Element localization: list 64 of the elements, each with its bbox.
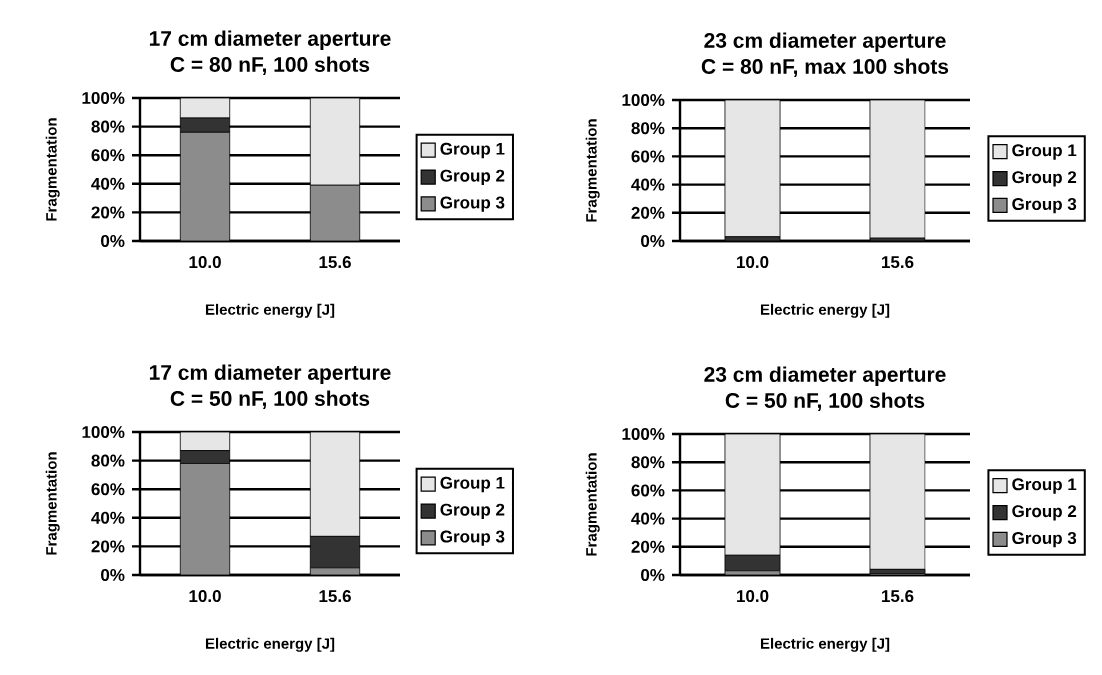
legend-label: Group 1	[440, 476, 505, 493]
y-tick-label: 60%	[91, 149, 125, 162]
x-axis-title: Electric energy [J]	[205, 637, 335, 652]
legend-label: Group 3	[440, 530, 505, 546]
y-tick-label: 100%	[622, 93, 665, 106]
x-axis-title: Electric energy [J]	[205, 303, 335, 318]
bar	[869, 434, 926, 570]
chart-title: 23 cm diameter aperture	[704, 366, 946, 387]
bar	[869, 99, 926, 239]
chart-title: 23 cm diameter aperture	[704, 32, 946, 53]
legend-label: Group 3	[440, 196, 505, 212]
y-axis-title: Fragmentation	[45, 452, 60, 555]
y-tick-label: 40%	[631, 512, 665, 525]
x-tick-label: 15.6	[882, 256, 914, 269]
y-tick-label: 100%	[82, 91, 125, 104]
y-tick-label: 100%	[622, 427, 665, 440]
bar	[724, 434, 781, 556]
x-tick-label: 10.0	[737, 256, 769, 269]
chart-title: 17 cm diameter aperture	[149, 364, 391, 385]
y-tick-label: 60%	[91, 483, 125, 496]
y-tick-label: 80%	[91, 120, 125, 133]
chart-subtitle: C = 50 nF, 100 shots	[725, 392, 925, 411]
legend-label: Group 1	[1012, 144, 1077, 160]
y-tick-label: 100%	[82, 425, 125, 439]
chart-title: 17 cm diameter aperture	[149, 30, 391, 51]
x-tick-label: 10.0	[737, 590, 769, 603]
legend-label: Group 3	[1012, 532, 1077, 548]
y-tick-label: 20%	[631, 540, 665, 553]
y-tick-label: 40%	[631, 178, 665, 191]
y-tick-label: 80%	[91, 454, 125, 467]
y-tick-label: 80%	[631, 456, 665, 469]
y-tick-label: 0%	[641, 568, 665, 582]
chart-subtitle: C = 80 nF, max 100 shots	[701, 58, 949, 77]
y-tick-label: 0%	[641, 234, 665, 247]
y-tick-label: 40%	[91, 511, 125, 524]
x-axis-title: Electric energy [J]	[760, 303, 890, 318]
y-tick-label: 0%	[101, 234, 125, 247]
y-tick-label: 0%	[101, 568, 125, 582]
x-tick-label: 10.0	[189, 590, 221, 603]
y-axis-title: Fragmentation	[585, 453, 600, 556]
legend-label: Group 2	[1012, 171, 1077, 187]
legend-label: Group 2	[440, 169, 505, 185]
x-tick-label: 15.6	[319, 590, 351, 603]
x-axis-title: Electric energy [J]	[760, 637, 890, 652]
y-tick-label: 80%	[631, 122, 665, 135]
x-tick-label: 15.6	[319, 256, 351, 269]
y-tick-label: 60%	[631, 484, 665, 497]
legend-label: Group 2	[440, 503, 505, 519]
legend-label: Group 2	[1012, 505, 1077, 521]
chart-subtitle: C = 80 nF, 100 shots	[170, 56, 370, 75]
y-tick-label: 60%	[631, 150, 665, 163]
legend-label: Group 3	[1012, 198, 1077, 214]
chart-subtitle: C = 50 nF, 100 shots	[170, 390, 370, 409]
bar	[724, 99, 781, 238]
y-tick-label: 20%	[91, 206, 125, 219]
x-tick-label: 10.0	[189, 256, 221, 269]
x-tick-label: 15.6	[882, 590, 914, 603]
legend-label: Group 1	[1012, 478, 1077, 494]
y-axis-title: Fragmentation	[45, 118, 60, 221]
y-axis-title: Fragmentation	[585, 119, 600, 222]
y-tick-label: 20%	[631, 206, 665, 219]
legend-label: Group 1	[440, 142, 505, 159]
y-tick-label: 40%	[91, 177, 125, 190]
y-tick-label: 20%	[91, 540, 125, 553]
